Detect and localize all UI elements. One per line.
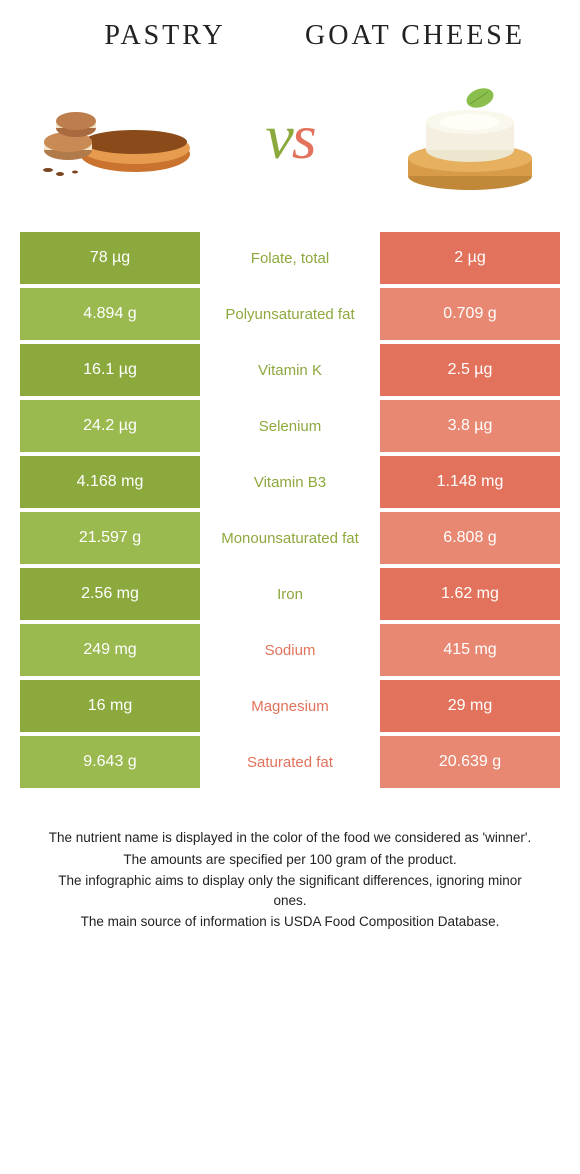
- table-row: 2.56 mgIron1.62 mg: [20, 568, 560, 624]
- nutrient-name: Saturated fat: [200, 736, 380, 792]
- value-b: 6.808 g: [380, 512, 560, 568]
- nutrient-name: Sodium: [200, 624, 380, 680]
- table-row: 9.643 gSaturated fat20.639 g: [20, 736, 560, 792]
- value-a: 16.1 µg: [20, 344, 200, 400]
- value-b: 0.709 g: [380, 288, 560, 344]
- images-row: vs: [0, 62, 580, 232]
- footnote-line: The infographic aims to display only the…: [40, 871, 540, 910]
- value-b: 1.148 mg: [380, 456, 560, 512]
- nutrient-name: Magnesium: [200, 680, 380, 736]
- value-b: 2.5 µg: [380, 344, 560, 400]
- value-b: 2 µg: [380, 232, 560, 288]
- title-a: Pastry: [40, 20, 290, 52]
- pastry-image: [30, 72, 200, 202]
- table-row: 21.597 gMonounsaturated fat6.808 g: [20, 512, 560, 568]
- title-b: Goat Cheese: [290, 20, 540, 52]
- value-a: 78 µg: [20, 232, 200, 288]
- table-row: 4.894 gPolyunsaturated fat0.709 g: [20, 288, 560, 344]
- footnotes: The nutrient name is displayed in the co…: [0, 792, 580, 932]
- footnote-line: The amounts are specified per 100 gram o…: [40, 850, 540, 870]
- value-a: 4.168 mg: [20, 456, 200, 512]
- table-row: 16.1 µgVitamin K2.5 µg: [20, 344, 560, 400]
- nutrient-name: Iron: [200, 568, 380, 624]
- vs-label: vs: [265, 100, 314, 174]
- value-b: 3.8 µg: [380, 400, 560, 456]
- value-a: 21.597 g: [20, 512, 200, 568]
- nutrient-name: Monounsaturated fat: [200, 512, 380, 568]
- table-row: 78 µgFolate, total2 µg: [20, 232, 560, 288]
- nutrient-name: Polyunsaturated fat: [200, 288, 380, 344]
- header: Pastry Goat Cheese: [0, 0, 580, 62]
- footnote-line: The nutrient name is displayed in the co…: [40, 828, 540, 848]
- nutrient-table: 78 µgFolate, total2 µg4.894 gPolyunsatur…: [20, 232, 560, 792]
- value-a: 2.56 mg: [20, 568, 200, 624]
- infographic: Pastry Goat Cheese vs: [0, 0, 580, 932]
- table-row: 249 mgSodium415 mg: [20, 624, 560, 680]
- value-a: 16 mg: [20, 680, 200, 736]
- value-a: 9.643 g: [20, 736, 200, 792]
- value-b: 415 mg: [380, 624, 560, 680]
- nutrient-name: Folate, total: [200, 232, 380, 288]
- nutrient-name: Selenium: [200, 400, 380, 456]
- value-b: 20.639 g: [380, 736, 560, 792]
- value-a: 249 mg: [20, 624, 200, 680]
- table-row: 24.2 µgSelenium3.8 µg: [20, 400, 560, 456]
- nutrient-name: Vitamin K: [200, 344, 380, 400]
- value-a: 24.2 µg: [20, 400, 200, 456]
- footnote-line: The main source of information is USDA F…: [40, 912, 540, 932]
- value-b: 1.62 mg: [380, 568, 560, 624]
- table-row: 4.168 mgVitamin B31.148 mg: [20, 456, 560, 512]
- nutrient-name: Vitamin B3: [200, 456, 380, 512]
- value-b: 29 mg: [380, 680, 560, 736]
- value-a: 4.894 g: [20, 288, 200, 344]
- table-row: 16 mgMagnesium29 mg: [20, 680, 560, 736]
- cheese-image: [380, 72, 550, 202]
